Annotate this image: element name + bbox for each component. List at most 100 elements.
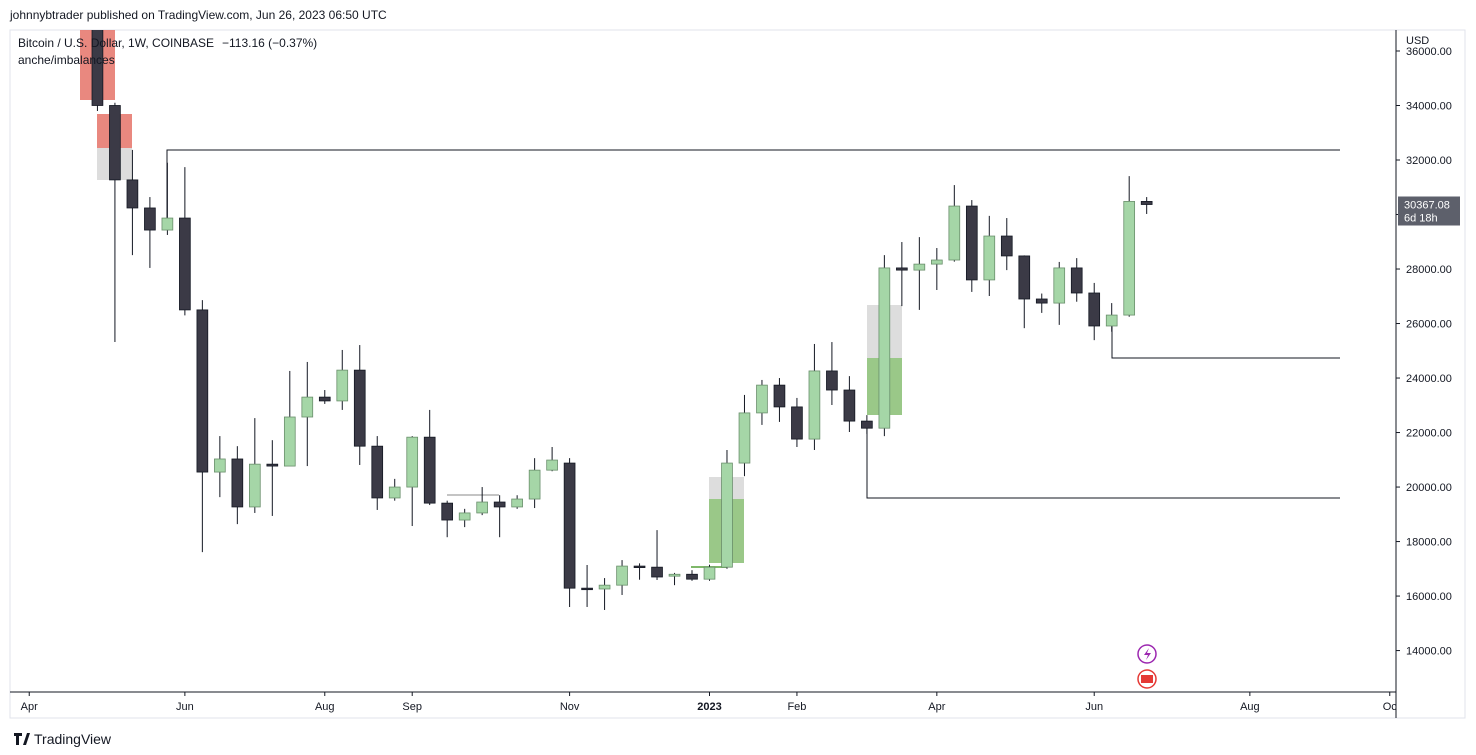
candle-body bbox=[283, 416, 296, 467]
candle-body bbox=[931, 259, 943, 265]
candle-body bbox=[581, 587, 593, 591]
candle-body bbox=[721, 462, 733, 568]
x-tick-label: Apr bbox=[21, 701, 38, 713]
frame bbox=[9, 29, 1466, 719]
currency: USD bbox=[1406, 35, 1429, 47]
candle-body bbox=[1018, 255, 1031, 300]
candle-body bbox=[1088, 292, 1101, 327]
event-icon bbox=[1141, 675, 1153, 683]
candle-body bbox=[406, 436, 419, 488]
x-tick-label: Jun bbox=[1085, 701, 1103, 713]
candle-body bbox=[686, 573, 698, 580]
y-tick-label: 32000.00 bbox=[1406, 155, 1452, 167]
y-tick-label: 18000.00 bbox=[1406, 537, 1452, 549]
candle-body bbox=[231, 458, 244, 508]
candle-body bbox=[126, 179, 139, 209]
level bbox=[1111, 326, 1340, 359]
candle-body bbox=[563, 462, 576, 589]
candle-body bbox=[983, 235, 996, 281]
y-tick-label: 28000.00 bbox=[1406, 264, 1452, 276]
price-tag bbox=[1398, 196, 1460, 226]
candle-body bbox=[336, 369, 349, 402]
y-tick-label: 14000.00 bbox=[1406, 646, 1452, 658]
y-tick-label: 34000.00 bbox=[1406, 100, 1452, 112]
candle-body bbox=[965, 205, 978, 281]
candle-body bbox=[1000, 235, 1013, 257]
y-tick-label: 24000.00 bbox=[1406, 373, 1452, 385]
candle-body bbox=[423, 436, 436, 504]
brand: TradingView bbox=[34, 731, 112, 747]
candle-body bbox=[878, 267, 891, 429]
chart-title: Bitcoin / U.S. Dollar, 1W, COINBASE bbox=[18, 36, 214, 50]
candle-body bbox=[511, 498, 523, 508]
candle-body bbox=[353, 369, 366, 447]
y-tick-label: 16000.00 bbox=[1406, 591, 1452, 603]
candle-body bbox=[249, 463, 261, 508]
candle-body bbox=[756, 384, 768, 414]
candle-body bbox=[1070, 267, 1083, 294]
countdown: 6d 18h bbox=[1404, 213, 1438, 225]
x-tick-label: Feb bbox=[787, 701, 806, 713]
level bbox=[866, 428, 1340, 499]
y-tick-label: 22000.00 bbox=[1406, 428, 1452, 440]
x-tick-label: Oc bbox=[1383, 701, 1398, 713]
candle-body bbox=[493, 501, 506, 508]
candle-body bbox=[528, 469, 541, 500]
indicator: anche/imbalances bbox=[18, 53, 115, 67]
candles bbox=[91, 30, 1153, 610]
change: −113.16 (−0.37%) bbox=[222, 36, 317, 50]
y-tick-label: 20000.00 bbox=[1406, 482, 1452, 494]
candle-body bbox=[738, 412, 751, 464]
candle-body bbox=[826, 370, 838, 391]
candle-body bbox=[196, 309, 209, 473]
candle-body bbox=[633, 565, 646, 568]
candle-body bbox=[1035, 298, 1048, 304]
candle-body bbox=[1123, 201, 1136, 316]
y-tick-label: 26000.00 bbox=[1406, 319, 1452, 331]
candle-body bbox=[301, 396, 314, 418]
candle-body bbox=[948, 205, 961, 261]
candle-body bbox=[651, 566, 663, 578]
x-tick-label: 2023 bbox=[697, 701, 721, 713]
x-tick-label: Sep bbox=[402, 701, 422, 713]
candle-body bbox=[214, 458, 226, 473]
candle-body bbox=[861, 420, 873, 429]
candle-body bbox=[109, 105, 121, 181]
axes: 14000.00 16000.00 18000.00 20000.00 22000.00… bbox=[21, 46, 1460, 713]
candle-body bbox=[371, 445, 384, 499]
candle-body bbox=[1140, 201, 1153, 205]
drawings bbox=[80, 30, 1340, 568]
candle-body bbox=[791, 406, 803, 440]
event-icon bbox=[1144, 648, 1151, 660]
candle-body bbox=[179, 217, 191, 311]
candle-body bbox=[1105, 314, 1118, 327]
candle-body bbox=[266, 463, 279, 467]
candle-body bbox=[476, 501, 488, 514]
candle-body bbox=[808, 370, 821, 440]
candle-body bbox=[703, 566, 716, 580]
x-tick-label: Nov bbox=[560, 701, 580, 713]
candle-body bbox=[598, 584, 611, 590]
candle-body bbox=[441, 502, 454, 521]
candle-body bbox=[458, 512, 471, 521]
x-tick-label: Apr bbox=[928, 701, 945, 713]
candle-body bbox=[161, 217, 174, 231]
publisher: johnnybtrader published on TradingView.c… bbox=[9, 8, 387, 22]
x-tick-label: Aug bbox=[315, 701, 335, 713]
candle-body bbox=[546, 459, 558, 471]
candle-body bbox=[913, 263, 926, 271]
candle-body bbox=[616, 565, 628, 586]
price-tag-label: 30367.08 bbox=[1404, 200, 1450, 212]
candle-body bbox=[896, 267, 908, 271]
x-tick-label: Aug bbox=[1240, 701, 1260, 713]
x-tick-label: Jun bbox=[176, 701, 194, 713]
level bbox=[166, 149, 1340, 230]
logo bbox=[14, 733, 30, 745]
candle-body bbox=[91, 30, 104, 106]
candle-body bbox=[318, 396, 331, 402]
candle-body bbox=[843, 389, 856, 422]
candle-body bbox=[388, 486, 401, 499]
candle-body bbox=[144, 207, 156, 231]
candle-body bbox=[773, 384, 786, 408]
